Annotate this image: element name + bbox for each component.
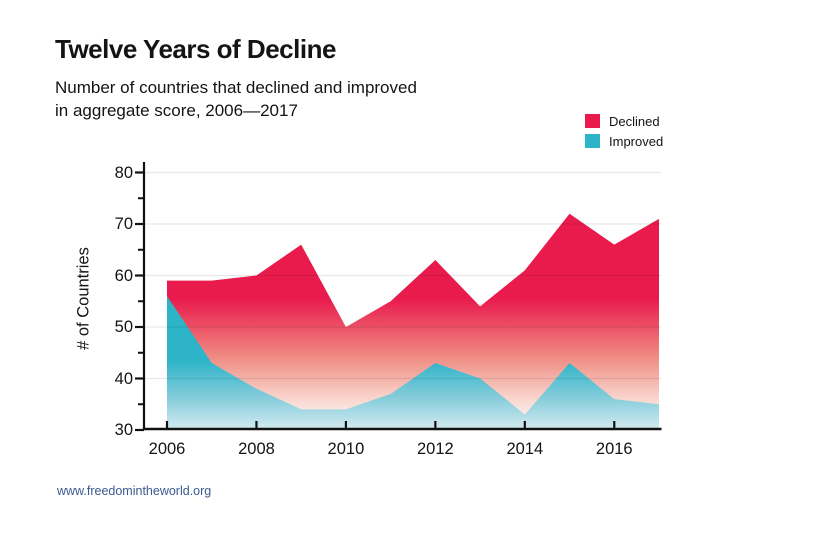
gridlines [144,171,661,380]
y-tick-label-60: 60 [114,266,133,285]
chart-subtitle: Number of countries that declined and im… [55,76,417,122]
x-tick-label-2014: 2014 [506,440,544,458]
improved-swatch-icon [585,134,600,148]
y-tick-label-80: 80 [114,163,133,182]
x-tick-label-2010: 2010 [327,440,365,458]
area-series-group [167,213,659,429]
legend: Declined Improved [585,111,663,151]
chart-title: Twelve Years of Decline [55,34,336,64]
x-tick-label-2016: 2016 [595,440,633,458]
y-tick-label-70: 70 [114,215,133,233]
legend-item-improved: Improved [585,131,663,151]
legend-label-improved: Improved [609,133,664,149]
axes [135,162,662,432]
x-tick-label-2012: 2012 [417,440,454,458]
declined-swatch-icon [585,114,600,128]
y-tick-label-40: 40 [114,369,133,388]
x-tick-label-2008: 2008 [238,440,275,458]
y-tick-label-30: 30 [114,421,133,439]
legend-label-declined: Declined [609,113,660,129]
improved-area [167,296,659,429]
source-link[interactable]: www.freedomintheworld.org [57,484,212,498]
chart-subtitle-line1: Number of countries that declined and im… [55,78,417,97]
y-tick-label-50: 50 [114,318,133,336]
declined-area [167,213,659,429]
chart-subtitle-line2: in aggregate score, 2006—2017 [55,101,298,120]
legend-item-declined: Declined [585,111,663,131]
x-tick-label-2006: 2006 [148,440,186,458]
